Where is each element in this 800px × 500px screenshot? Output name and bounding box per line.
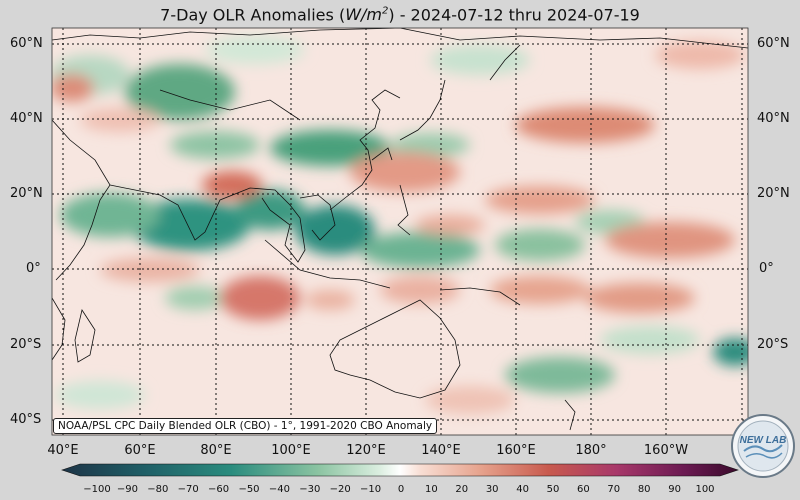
map-title: 7-Day OLR Anomalies (W/m2) - 2024-07-12 … [0, 0, 800, 28]
colorbar-tick-label: −20 [329, 484, 351, 495]
colorbar-tick-label: 100 [695, 484, 715, 495]
title-prefix: 7-Day OLR Anomalies ( [160, 5, 346, 25]
colorbar-tick-label: 20 [455, 484, 469, 495]
lon-label: 100°E [271, 443, 311, 458]
lon-label: 160°E [496, 443, 536, 458]
new-lab-logo: NEW LAB [731, 414, 795, 478]
colorbar-tick-label: −90 [116, 484, 138, 495]
lat-label-left: 60°N [10, 36, 43, 51]
colorbar-tick-label: 60 [577, 484, 590, 495]
logo-text: NEW LAB [740, 435, 787, 446]
colorbar-tick-label: −30 [299, 484, 321, 495]
colorbar-tick-label: −10 [360, 484, 382, 495]
title-unit: W/m [345, 5, 382, 25]
anomaly-field [52, 28, 748, 435]
lat-label-left: 40°N [10, 111, 43, 126]
data-source-credit: NOAA/PSL CPC Daily Blended OLR (CBO) - 1… [53, 418, 438, 434]
colorbar-tick-label: 80 [637, 484, 651, 495]
coastlines [52, 28, 748, 431]
lat-label-right: 20°S [757, 337, 789, 352]
colorbar-tick-label: −80 [147, 484, 169, 495]
colorbar-tick-label: 10 [425, 484, 438, 495]
lat-label-left: 0° [26, 261, 41, 276]
colorbar-tick-label: −40 [268, 484, 290, 495]
lon-label: 120°E [346, 443, 386, 458]
lat-label-right: 20°N [757, 186, 790, 201]
lon-label: 140°E [421, 443, 461, 458]
colorbar-tick-label: −50 [238, 484, 260, 495]
colorbar [61, 463, 739, 477]
lon-label: 180° [575, 443, 607, 458]
colorbar-tick-label: 30 [485, 484, 499, 495]
colorbar-tick-label: 50 [546, 484, 560, 495]
lon-label: 60°E [124, 443, 156, 458]
lon-label: 40°E [47, 443, 79, 458]
colorbar-tick-label: 0 [397, 484, 405, 495]
lat-label-left: 20°N [10, 186, 43, 201]
lon-label: 160°W [643, 443, 689, 458]
lat-label-right: 0° [759, 261, 774, 276]
lat-label-left: 20°S [10, 337, 42, 352]
colorbar-tick-label: 70 [607, 484, 621, 495]
title-unit-exponent: 2 [381, 6, 389, 17]
colorbar-tick-label: −100 [83, 484, 111, 495]
lat-label-right: 60°N [757, 36, 790, 51]
title-suffix: ) - 2024-07-12 thru 2024-07-19 [388, 5, 640, 25]
lat-label-right: 40°N [757, 111, 790, 126]
colorbar-tick-label: −60 [208, 484, 230, 495]
lat-label-left: 40°S [10, 412, 42, 427]
colorbar-tick-label: 90 [668, 484, 681, 495]
lon-label: 80°E [200, 443, 232, 458]
colorbar-tick-label: 40 [516, 484, 529, 495]
colorbar-tick-label: −70 [177, 484, 199, 495]
